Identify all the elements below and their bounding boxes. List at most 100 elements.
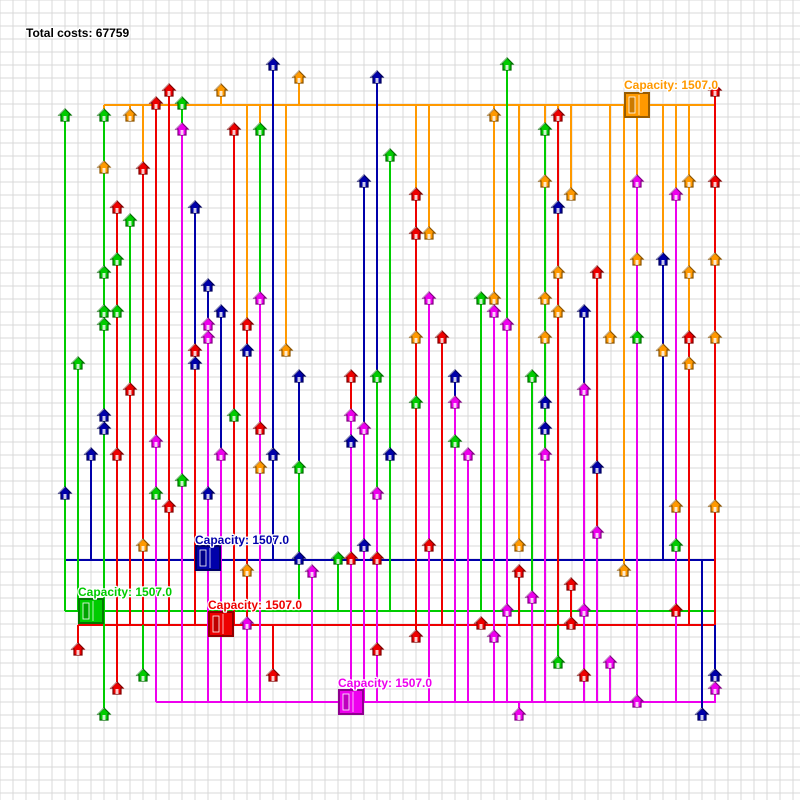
house-icon (524, 369, 540, 383)
house-icon (135, 161, 151, 175)
house-icon (707, 499, 723, 513)
house-icon (213, 304, 229, 318)
house-icon (278, 343, 294, 357)
house-icon (447, 369, 463, 383)
house-icon (408, 226, 424, 240)
warehouse-icon-red (208, 611, 234, 637)
house-icon (537, 174, 553, 188)
capacity-label-blue: Capacity: 1507.0 (195, 533, 289, 547)
capacity-label-green: Capacity: 1507.0 (78, 585, 172, 599)
capacity-label-magenta: Capacity: 1507.0 (338, 676, 432, 690)
house-icon (239, 317, 255, 331)
house-icon (421, 291, 437, 305)
warehouse-icon-green (78, 598, 104, 624)
house-icon (96, 265, 112, 279)
house-icon (343, 434, 359, 448)
warehouse-icon-blue (195, 545, 221, 571)
house-icon (473, 291, 489, 305)
house-icon (421, 538, 437, 552)
house-icon (122, 213, 138, 227)
house-icon (499, 603, 515, 617)
house-icon (447, 434, 463, 448)
house-icon (537, 395, 553, 409)
total-costs-label: Total costs: 67759 (26, 26, 129, 40)
house-icon (681, 265, 697, 279)
house-icon (174, 473, 190, 487)
house-icon (265, 668, 281, 682)
house-icon (226, 122, 242, 136)
house-icon (550, 200, 566, 214)
house-icon (200, 330, 216, 344)
house-icon (589, 525, 605, 539)
house-icon (707, 668, 723, 682)
house-icon (655, 343, 671, 357)
house-icon (707, 83, 723, 97)
house-icon (537, 421, 553, 435)
house-icon (563, 187, 579, 201)
house-icon (200, 278, 216, 292)
warehouse-icon-magenta (338, 689, 364, 715)
house-icon (629, 330, 645, 344)
house-icon (511, 707, 527, 721)
house-icon (550, 304, 566, 318)
house-icon (421, 226, 437, 240)
house-icon (589, 265, 605, 279)
house-icon (681, 356, 697, 370)
house-icon (486, 304, 502, 318)
house-icon (304, 564, 320, 578)
house-icon (550, 265, 566, 279)
house-icon (382, 148, 398, 162)
house-icon (109, 447, 125, 461)
house-icon (96, 317, 112, 331)
house-icon (576, 668, 592, 682)
house-icon (369, 70, 385, 84)
house-icon (109, 252, 125, 266)
house-icon (707, 681, 723, 695)
house-icon (369, 642, 385, 656)
house-icon (226, 408, 242, 422)
house-icon (602, 655, 618, 669)
house-icon (707, 252, 723, 266)
house-icon (109, 304, 125, 318)
house-icon (70, 356, 86, 370)
house-icon (408, 330, 424, 344)
house-icon (537, 447, 553, 461)
house-icon (187, 356, 203, 370)
house-icon (343, 369, 359, 383)
house-icon (681, 174, 697, 188)
house-icon (200, 317, 216, 331)
house-icon (96, 421, 112, 435)
house-icon (681, 330, 697, 344)
house-icon (96, 108, 112, 122)
house-icon (537, 291, 553, 305)
house-icon (161, 499, 177, 513)
house-icon (252, 291, 268, 305)
house-icon (57, 108, 73, 122)
house-icon (369, 369, 385, 383)
house-icon (616, 563, 632, 577)
house-icon (135, 538, 151, 552)
house-icon (356, 421, 372, 435)
house-icon (239, 343, 255, 357)
house-icon (408, 395, 424, 409)
house-icon (213, 447, 229, 461)
house-icon (563, 616, 579, 630)
house-icon (499, 317, 515, 331)
house-icon (174, 96, 190, 110)
house-icon (343, 408, 359, 422)
house-icon (563, 577, 579, 591)
house-icon (174, 122, 190, 136)
house-icon (57, 486, 73, 500)
house-icon (668, 499, 684, 513)
house-icon (252, 122, 268, 136)
house-icon (213, 83, 229, 97)
house-icon (96, 304, 112, 318)
house-icon (109, 200, 125, 214)
house-icon (291, 460, 307, 474)
house-icon (511, 538, 527, 552)
house-icon (161, 83, 177, 97)
house-icon (369, 486, 385, 500)
house-icon (486, 108, 502, 122)
house-icon (550, 108, 566, 122)
